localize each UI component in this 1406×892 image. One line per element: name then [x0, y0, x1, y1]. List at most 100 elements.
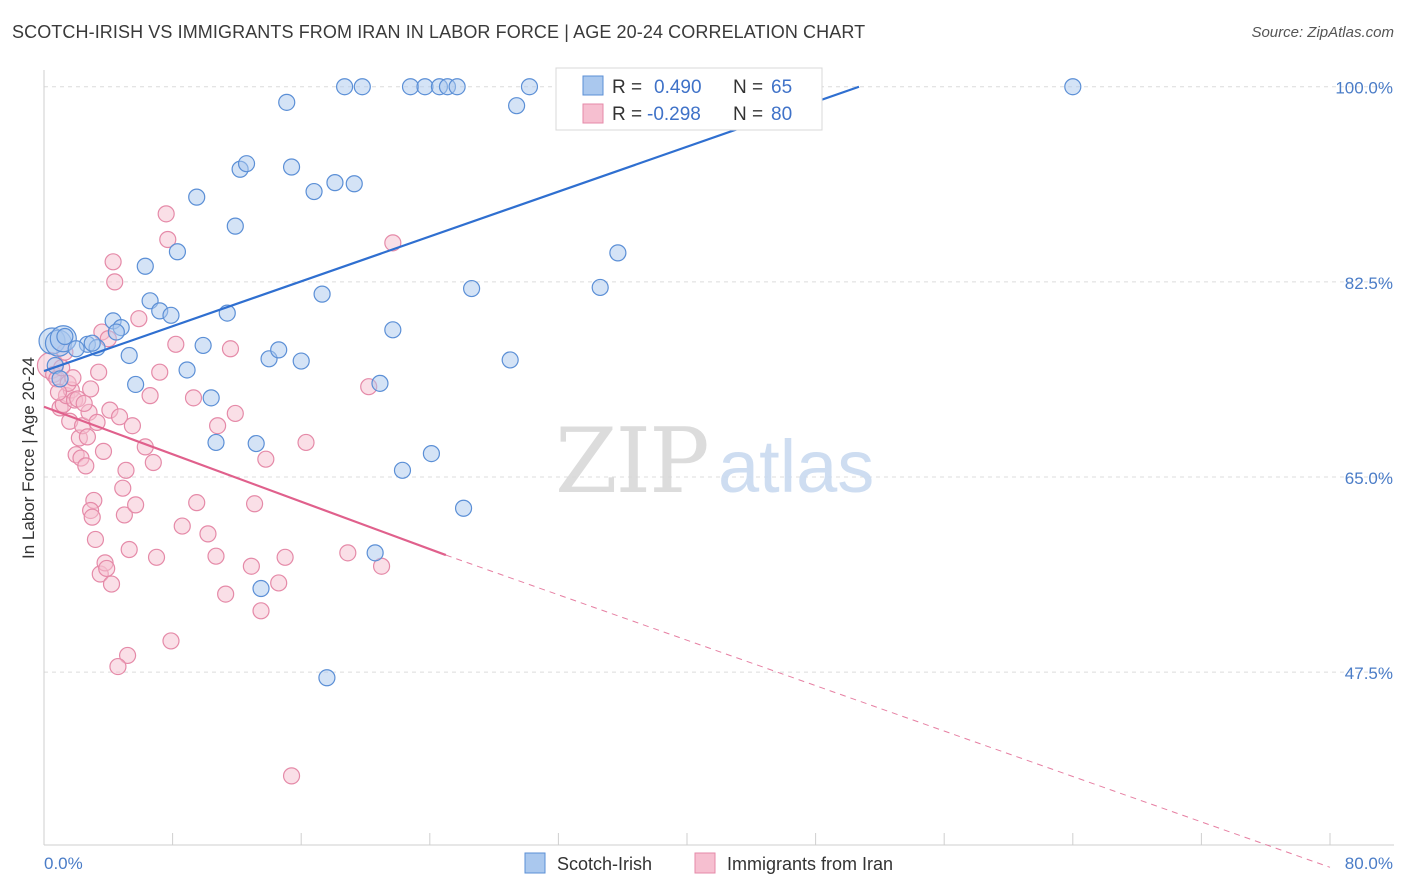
- point-iran: [209, 417, 227, 435]
- point-iran: [114, 479, 132, 497]
- point-iran: [207, 547, 225, 565]
- point-iran: [83, 508, 101, 526]
- point-iran: [282, 767, 301, 785]
- point-iran: [75, 394, 93, 413]
- point-scotch-irish: [270, 341, 288, 359]
- point-iran: [167, 335, 185, 353]
- point-iran: [159, 230, 177, 249]
- y-tick-label: 82.5%: [1345, 274, 1393, 293]
- legend-r-value-2: -0.298: [647, 104, 701, 125]
- point-iran: [276, 548, 294, 566]
- point-scotch-irish: [278, 93, 296, 111]
- point-scotch-irish: [282, 158, 301, 176]
- trend-line-scotch-irish: [43, 85, 860, 373]
- trend-line-iran-extension: [445, 554, 1331, 868]
- series-scotch-irish-points: [38, 78, 1082, 687]
- point-iran: [188, 494, 206, 512]
- point-scotch-irish: [371, 374, 389, 392]
- point-scotch-irish: [136, 257, 154, 275]
- point-scotch-irish: [609, 244, 627, 262]
- point-iran: [127, 496, 145, 514]
- point-scotch-irish: [127, 375, 145, 394]
- point-iran: [151, 363, 169, 381]
- point-scotch-irish: [313, 285, 331, 303]
- legend-n-label-1: N =: [733, 77, 763, 98]
- point-iran: [118, 646, 137, 665]
- point-scotch-irish: [67, 340, 85, 358]
- point-scotch-irish: [305, 182, 323, 201]
- y-axis-label: In Labor Force | Age 20-24: [19, 357, 38, 559]
- point-scotch-irish: [454, 499, 473, 517]
- point-iran: [199, 525, 217, 543]
- point-scotch-irish: [345, 175, 363, 193]
- chart-title: SCOTCH-IRISH VS IMMIGRANTS FROM IRAN IN …: [12, 22, 866, 42]
- point-iran: [252, 602, 270, 620]
- point-scotch-irish: [401, 78, 420, 96]
- point-iran: [141, 387, 159, 405]
- point-scotch-irish: [162, 306, 180, 324]
- point-iran: [94, 442, 113, 460]
- point-scotch-irish: [501, 351, 519, 369]
- point-scotch-irish: [384, 321, 402, 339]
- point-iran: [115, 506, 133, 524]
- tick-labels: 47.5% 65.0% 82.5% 100.0% 0.0% 80.0%: [44, 79, 1393, 873]
- point-iran: [102, 575, 121, 593]
- point-iran: [82, 380, 100, 398]
- point-iran: [157, 205, 175, 223]
- legend-n-value-2: 80: [771, 104, 792, 125]
- point-scotch-irish: [326, 174, 344, 192]
- point-scotch-irish: [292, 352, 310, 370]
- point-iran: [120, 540, 138, 559]
- legend-box: R = 0.490 N = 65 R = -0.298 N = 80: [555, 67, 823, 131]
- point-scotch-irish: [393, 461, 412, 479]
- point-scotch-irish: [207, 433, 225, 452]
- point-iran: [90, 363, 108, 381]
- y-tick-label: 65.0%: [1345, 469, 1393, 488]
- point-iran: [297, 433, 315, 452]
- point-iran: [144, 453, 162, 472]
- point-iran: [257, 450, 275, 468]
- point-iran: [117, 461, 135, 479]
- point-iran: [104, 253, 122, 271]
- watermark-atlas: atlas: [718, 425, 874, 508]
- point-scotch-irish: [508, 97, 526, 115]
- trend-lines: [43, 85, 1331, 868]
- point-iran: [162, 632, 180, 650]
- point-scotch-irish: [107, 323, 125, 341]
- x-tick-label-max: 80.0%: [1345, 854, 1393, 873]
- point-scotch-irish: [194, 336, 212, 355]
- point-iran: [270, 574, 288, 592]
- legend-n-value-1: 65: [771, 77, 792, 98]
- point-iran: [217, 585, 235, 603]
- trend-line-iran: [43, 405, 447, 557]
- series-iran-points: [36, 205, 402, 785]
- legend-r-label-1: R =: [612, 77, 642, 98]
- bottom-legend-swatch-iran: [694, 852, 716, 874]
- axes: [43, 70, 1394, 846]
- point-scotch-irish: [591, 278, 609, 297]
- point-iran: [109, 657, 127, 676]
- legend-n-label-2: N =: [733, 104, 763, 125]
- point-scotch-irish: [1064, 78, 1082, 96]
- legend-r-value-1: 0.490: [654, 77, 702, 98]
- point-scotch-irish: [202, 389, 220, 407]
- point-scotch-irish: [56, 327, 74, 346]
- y-tick-label: 100.0%: [1335, 79, 1393, 98]
- point-iran: [221, 340, 240, 358]
- point-iran: [123, 417, 142, 435]
- legend-r-label-2: R =: [612, 104, 642, 125]
- point-iran: [242, 557, 260, 575]
- point-iran: [86, 530, 105, 549]
- point-scotch-irish: [336, 78, 354, 96]
- point-scotch-irish: [188, 188, 206, 206]
- point-iran: [245, 495, 264, 513]
- source-label: Source: ZipAtlas.com: [1251, 24, 1394, 41]
- point-scotch-irish: [51, 370, 69, 388]
- point-scotch-irish: [83, 334, 101, 352]
- point-iran: [226, 404, 244, 423]
- point-scotch-irish: [120, 346, 138, 365]
- x-tick-label-min: 0.0%: [44, 854, 83, 873]
- point-scotch-irish: [462, 279, 481, 298]
- point-scotch-irish: [252, 579, 270, 598]
